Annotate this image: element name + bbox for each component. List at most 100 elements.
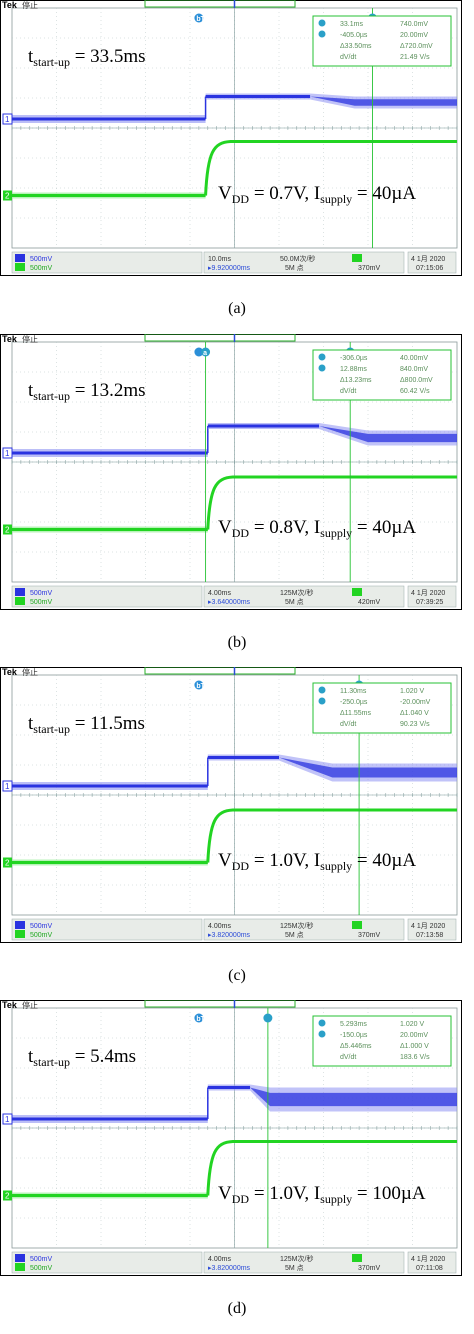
timebase: 4.00ms xyxy=(208,1256,231,1263)
readout-bullet xyxy=(318,30,326,38)
readout-a-left: 33.1ms xyxy=(340,21,363,28)
trigger-source-badge xyxy=(352,588,362,596)
record-view-bar xyxy=(144,334,296,342)
ch2-trace-rise xyxy=(206,475,457,530)
condition-vdd-sub: DD xyxy=(232,526,250,540)
readout-box xyxy=(312,15,452,67)
cursor-readout: 5.293ms 1.020 V -150.0µs 20.00mV Δ5.446ms Δ1.… xyxy=(312,1015,452,1067)
trigger-level: 370mV xyxy=(358,265,381,272)
trigger-marker-badge xyxy=(194,680,204,690)
readout-box xyxy=(312,349,452,401)
acquisition-status: 停止 xyxy=(22,334,38,344)
annotation-value: = 33.5ms xyxy=(70,46,146,67)
readout-rate: 60.42 V/s xyxy=(400,388,430,395)
ch1-marker-box xyxy=(2,780,13,792)
readout-a-right: 1.020 V xyxy=(400,1021,424,1028)
readout-a-left: 11.30ms xyxy=(340,688,367,695)
condition-cond-vdd-value: = 1.0V, I xyxy=(249,850,320,871)
cursor-readout: 11.30ms 1.020 V -250.0µs -20.00mV Δ11.55ms Δ1… xyxy=(312,682,452,734)
date: 4 1月 2020 xyxy=(411,1255,445,1263)
condition-cond-isup-value: = 40µA xyxy=(352,850,416,871)
trigger-position: ▸9.920000ms xyxy=(208,265,251,272)
readout-a-right: 740.0mV xyxy=(400,21,428,28)
trigger-marker-label: bT xyxy=(196,1016,205,1023)
readout-a-left: 5.293ms xyxy=(340,1021,367,1028)
annotation-t: t xyxy=(28,46,34,67)
channel-scales-box xyxy=(11,585,203,608)
annotation-t: t xyxy=(28,1046,34,1067)
condition-annotation: VDD = 1.0V, Isupply = 40µA xyxy=(218,850,416,873)
condition-isup-sub: supply xyxy=(320,859,352,873)
time: 07:13:58 xyxy=(416,932,443,939)
trigger-level: 420mV xyxy=(358,599,381,606)
condition-cond-isup-value: = 40µA xyxy=(352,183,416,204)
readout-b-left: 12.88ms xyxy=(340,366,367,373)
channel-scales-box xyxy=(11,918,203,941)
condition-annotation: VDD = 1.0V, Isupply = 100µA xyxy=(218,1183,426,1206)
annotation-sub: start-up xyxy=(33,1055,70,1069)
condition-vdd-label: V xyxy=(218,850,232,871)
startup-time-annotation: tstart-up = 33.5ms xyxy=(28,46,146,69)
date: 4 1月 2020 xyxy=(411,589,445,597)
ch2-scale: 500mV xyxy=(30,265,53,272)
oscilloscope-panel-d: Tek 停止 bT 1 2 5.293ms 1.020 V -150.0µs 20.00mV Δ5… xyxy=(0,1000,462,1276)
trigger-level: 370mV xyxy=(358,932,381,939)
record-length: 5M 点 xyxy=(285,598,304,606)
readout-box xyxy=(312,1015,452,1067)
trigger-position: ▸3.820000ms xyxy=(208,932,251,939)
channel-scales-box xyxy=(11,251,203,274)
readout-dvdt: dV/dt xyxy=(340,388,356,395)
status-bar: 500mV 500mV 4.00ms 125M次/秒 ▸3.640000ms 5M 点 42… xyxy=(11,585,457,608)
ch1-marker-box xyxy=(2,447,13,459)
datetime-box xyxy=(407,1251,457,1274)
ch1-scale: 500mV xyxy=(30,1256,53,1263)
ch2-waveform xyxy=(12,808,457,866)
sample-rate: 50.0M次/秒 xyxy=(280,254,315,263)
ch2-marker-box xyxy=(3,1190,12,1201)
ch1-marker: 1 xyxy=(5,449,10,458)
tek-brand: Tek xyxy=(2,667,18,677)
ch1-oscillation-core xyxy=(250,1087,457,1107)
time: 07:39:25 xyxy=(416,599,443,606)
cursor-readout: -306.0µs 40.00mV 12.88ms 840.0mV Δ13.23ms Δ80… xyxy=(312,349,452,401)
grid xyxy=(11,342,458,582)
channel-scales-box xyxy=(11,1251,203,1274)
record-length: 5M 点 xyxy=(285,264,304,272)
ch2-waveform xyxy=(12,1140,457,1199)
readout-rate: 21.49 V/s xyxy=(400,54,430,61)
annotation-value: = 11.5ms xyxy=(70,713,145,734)
startup-time-annotation: tstart-up = 5.4ms xyxy=(28,1046,136,1069)
condition-cond-vdd-value: = 0.7V, I xyxy=(249,183,320,204)
oscilloscope-panel-a: Tek停止bTa1233.1ms740.0mV-405.0µs20.00mVΔ3… xyxy=(0,0,462,276)
record-length: 5M 点 xyxy=(285,1264,304,1272)
panel-caption: (c) xyxy=(228,967,246,984)
condition-cond-isup-value: = 40µA xyxy=(352,517,416,538)
annotation-t: t xyxy=(28,713,34,734)
cursor-a-label: a xyxy=(203,350,207,357)
ch2-marker: 2 xyxy=(5,192,10,201)
cursor-a-badge xyxy=(201,347,211,357)
readout-rate: 183.6 V/s xyxy=(400,1054,430,1061)
readout-delta-left: Δ33.50ms xyxy=(340,43,372,50)
annotation-value: = 5.4ms xyxy=(70,1046,136,1067)
panel-caption: (b) xyxy=(227,634,247,651)
record-view-bar xyxy=(144,667,296,675)
condition-isup-sub: supply xyxy=(320,526,352,540)
date: 4 1月 2020 xyxy=(411,255,445,263)
condition-isup-sub: supply xyxy=(320,192,352,206)
ch2-waveform xyxy=(12,475,457,533)
trigger-position: ▸3.820000ms xyxy=(208,1265,251,1272)
readout-bullet xyxy=(318,697,326,705)
readout-delta-left: Δ11.55ms xyxy=(340,710,372,717)
ch1-waveform xyxy=(12,93,457,123)
record-length: 5M 点 xyxy=(285,931,304,939)
readout-b-left: -150.0µs xyxy=(340,1032,368,1039)
readout-b-right: 20.00mV xyxy=(400,32,428,39)
readout-dvdt: dV/dt xyxy=(340,54,356,61)
readout-rate: 90.23 V/s xyxy=(400,721,430,728)
datetime-box xyxy=(407,918,457,941)
condition-vdd-label: V xyxy=(218,183,232,204)
trigger-marker-badge xyxy=(194,13,204,23)
ch2-marker: 2 xyxy=(5,1192,10,1201)
